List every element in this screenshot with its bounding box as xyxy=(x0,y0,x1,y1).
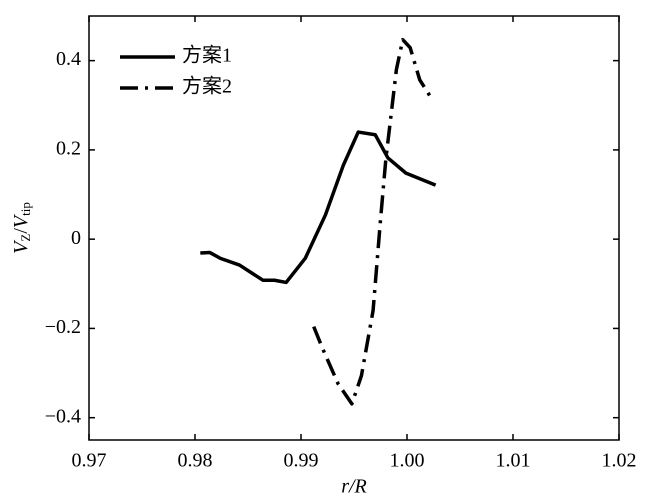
x-tick-label: 1.02 xyxy=(602,450,637,472)
y-axis-label: VZ/Vtip xyxy=(10,202,33,254)
x-axis-label: r/R xyxy=(341,476,367,498)
data-line xyxy=(200,130,437,285)
y-tick-label: 0.2 xyxy=(56,137,81,159)
legend-label: 方案2 xyxy=(182,75,232,98)
y-tick-label: −0.4 xyxy=(45,405,81,427)
data-line xyxy=(312,37,434,406)
y-tick-label: 0.4 xyxy=(56,48,81,70)
plot-frame xyxy=(88,15,620,441)
y-label-part: V xyxy=(10,239,32,254)
y-tick-label: −0.2 xyxy=(45,316,81,338)
y-tick-label: 0 xyxy=(71,227,81,249)
y-label-part: tip xyxy=(18,202,33,216)
x-tick-label: 0.99 xyxy=(284,450,319,472)
legend-label: 方案1 xyxy=(182,44,232,67)
y-label-part: V xyxy=(10,213,32,228)
y-label-part: Z xyxy=(18,234,33,242)
x-tick-label: 0.97 xyxy=(72,450,107,472)
x-tick-label: 0.98 xyxy=(178,450,213,472)
x-tick-label: 1.01 xyxy=(496,450,531,472)
y-label-part: / xyxy=(10,228,32,234)
x-tick-label: 1.00 xyxy=(390,450,425,472)
